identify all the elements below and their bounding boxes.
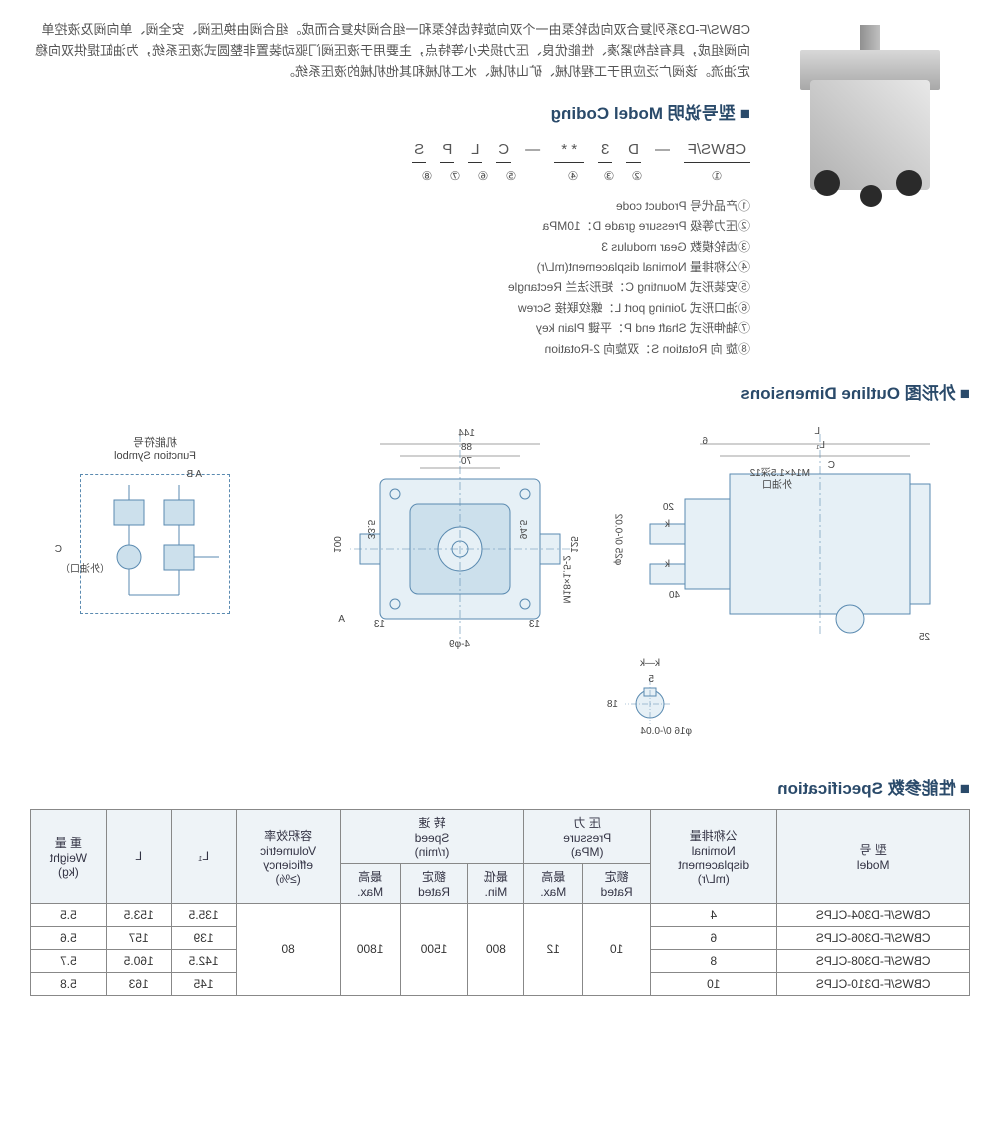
- table-row: CBWS/F-D304-CLPS 4 10 12 800 1500 1800 8…: [31, 903, 970, 926]
- th-weight: 重 量 Weight (kg): [31, 809, 107, 903]
- spec-table: 型 号 Model 公称排量 Nominal displacement (mL/…: [30, 809, 970, 996]
- func-symbol-label: 机能符号 Function Symbol: [80, 434, 230, 462]
- spec-section: 性能参数 Specification 型 号 Model 公称排量 Nomina…: [30, 774, 970, 996]
- coding-list: ①产品代号 Product code ②压力等级 Pressure grade …: [30, 196, 750, 359]
- th-model: 型 号 Model: [777, 809, 970, 903]
- intro-text: CBWS/F-D3系列复合双向齿轮泵由一个双向旋转齿轮泵和一组合阀块复合而成。组…: [30, 20, 750, 82]
- top-section: CBWS/F-D3系列复合双向齿轮泵由一个双向旋转齿轮泵和一组合阀块复合而成。组…: [30, 20, 970, 359]
- th-speed: 转 速 Speed (r/min): [340, 809, 524, 863]
- coding-title: 型号说明 Model Coding: [30, 100, 750, 127]
- product-photo: [770, 20, 970, 260]
- coding-numbers: ① ② ③ ④ ⑤ ⑥ ⑦ ⑧: [30, 167, 750, 186]
- th-voleff: 容积效率 Volumetric efficiency (≥%): [236, 809, 340, 903]
- th-disp: 公称排量 Nominal displacement (mL/r): [651, 809, 777, 903]
- dimensions-section: 外形图 Outline Dimensions L L₁ 6 20 40 25 φ…: [30, 379, 970, 744]
- side-view-drawing: [630, 424, 970, 684]
- dimensions-title: 外形图 Outline Dimensions: [30, 379, 970, 404]
- function-symbol: [80, 474, 230, 614]
- th-L: L: [106, 809, 171, 903]
- coding-segments: CBWS/F — D 3 * * — C L P S: [30, 138, 750, 163]
- text-block: CBWS/F-D3系列复合双向齿轮泵由一个双向旋转齿轮泵和一组合阀块复合而成。组…: [30, 20, 750, 359]
- drawings-area: L L₁ 6 20 40 25 φ25 0/-0.02 M14×1.5深12 外…: [30, 414, 970, 744]
- th-pressure: 压 力 Pressure (MPa): [524, 809, 651, 863]
- th-L1: L₁: [171, 809, 236, 903]
- spec-title: 性能参数 Specification: [30, 774, 970, 799]
